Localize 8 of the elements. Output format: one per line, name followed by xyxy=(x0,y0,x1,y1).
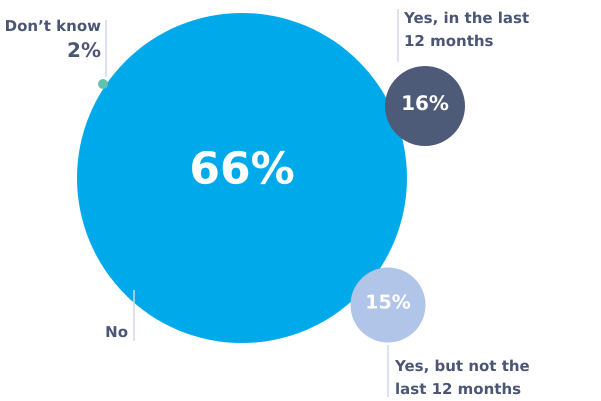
data-label: 66% xyxy=(189,144,295,195)
category-label: Yes, in the last 12 months xyxy=(403,8,530,50)
data-label: 15% xyxy=(365,292,411,314)
category-label: No xyxy=(105,322,128,341)
category-label: Yes, but not the last 12 months xyxy=(394,356,530,398)
data-label: 16% xyxy=(401,90,449,115)
category-label: Don’t know xyxy=(4,16,102,35)
data-label: 2% xyxy=(67,38,101,62)
